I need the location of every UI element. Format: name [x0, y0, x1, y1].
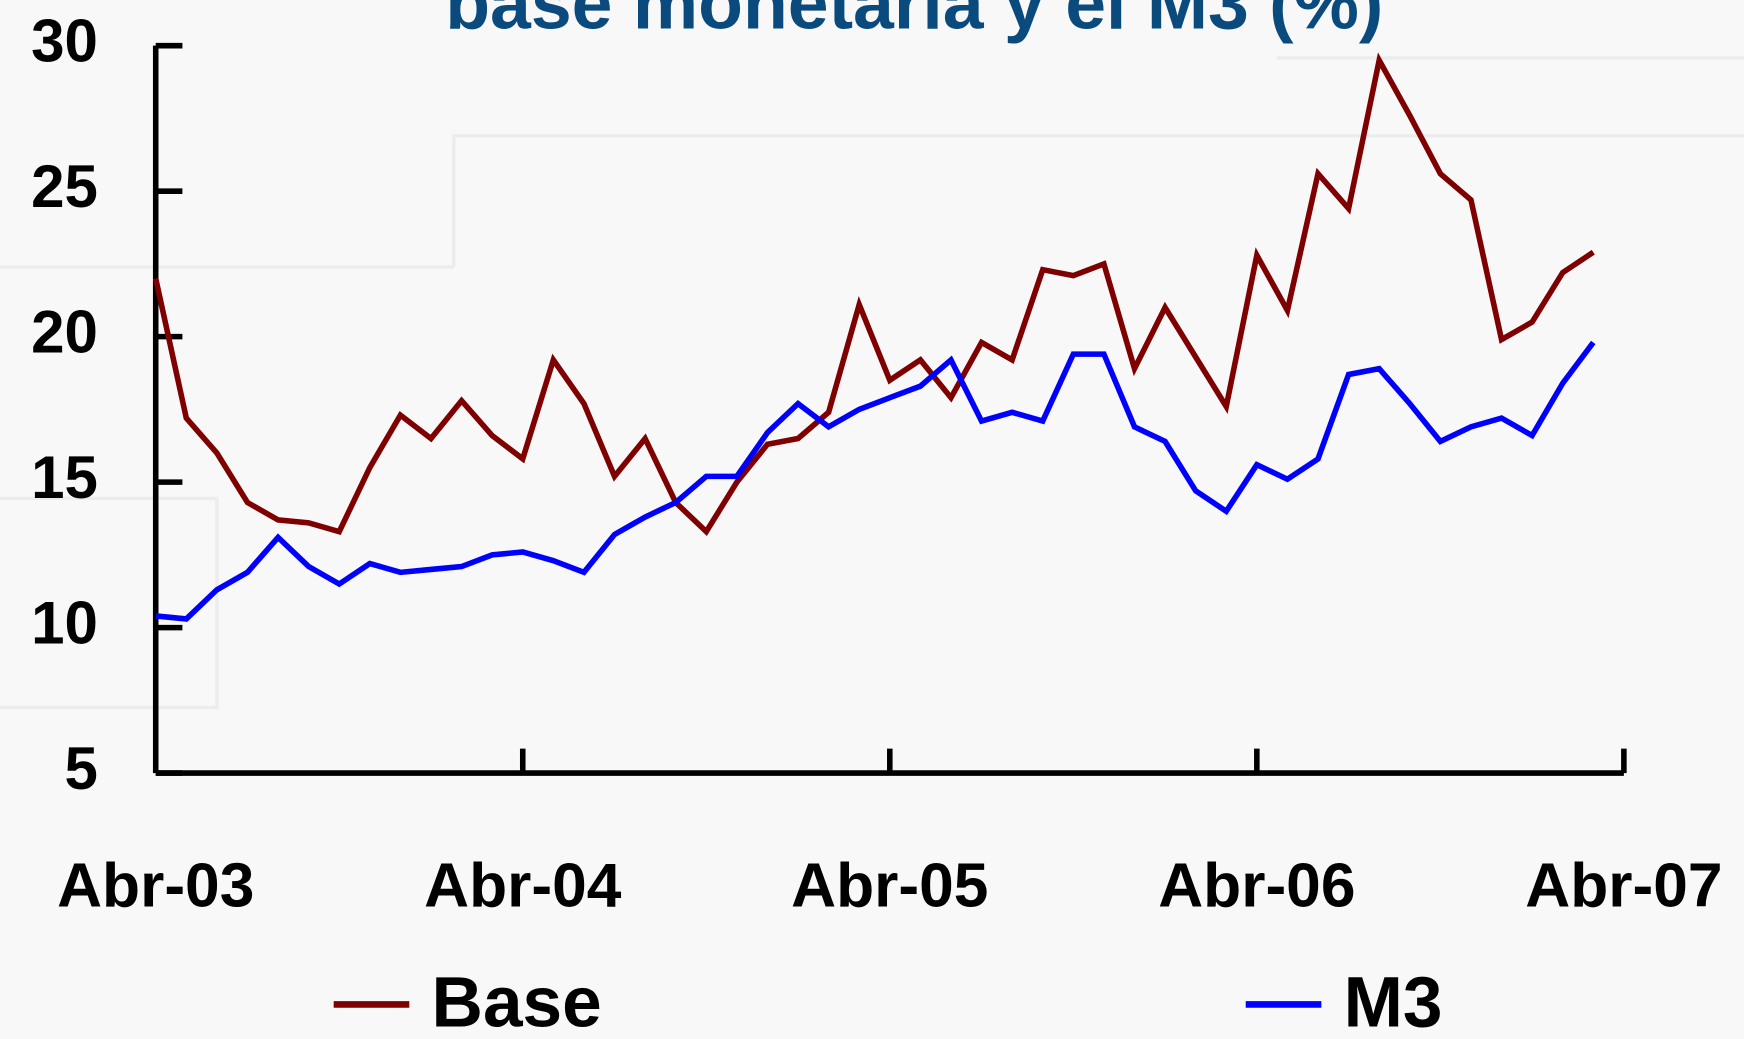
x-tick-label: Abr-07 — [1525, 851, 1722, 920]
x-tick-label: Abr-06 — [1158, 851, 1355, 920]
series-line — [155, 340, 1596, 622]
x-tick-label: Abr-04 — [424, 851, 622, 920]
legend-label: M3 — [1344, 964, 1443, 1039]
x-tick-label: Abr-03 — [57, 851, 254, 920]
x-tick-label: Abr-05 — [791, 851, 988, 920]
chart-title: base monetaria y el M3 (%) — [445, 0, 1383, 44]
y-tick-label: 5 — [64, 735, 97, 802]
series-line — [152, 52, 1595, 537]
legend-label: Base — [432, 964, 602, 1039]
y-tick-label: 10 — [31, 589, 98, 656]
y-tick-label: 20 — [31, 299, 98, 366]
y-tick-label: 30 — [31, 8, 98, 75]
decor — [0, 56, 1744, 710]
y-tick-label: 15 — [31, 444, 98, 511]
y-tick-label: 25 — [31, 153, 98, 220]
